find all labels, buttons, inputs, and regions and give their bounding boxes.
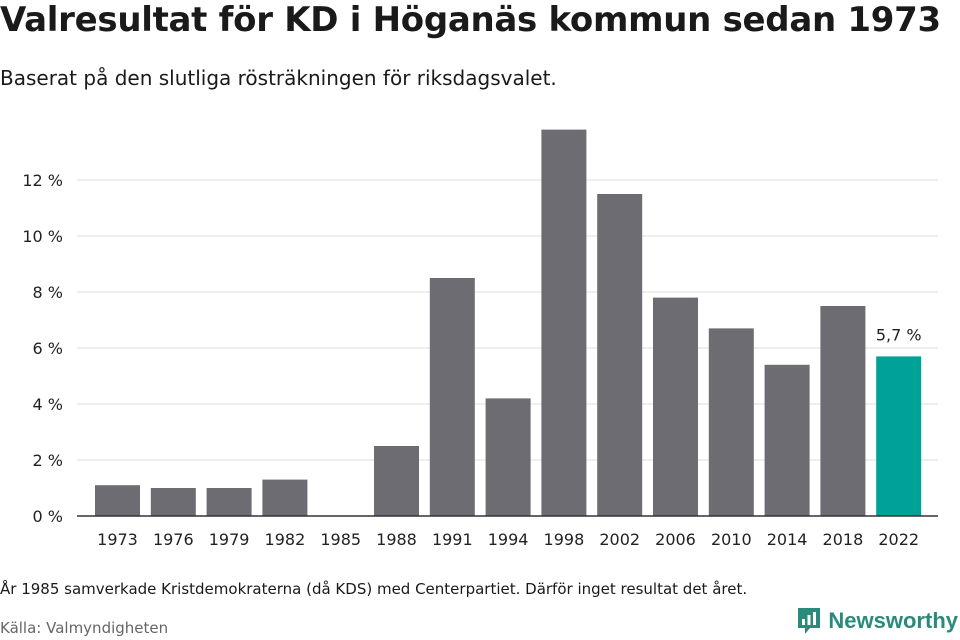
x-tick-label: 1991: [432, 530, 473, 549]
bar-1994: [485, 398, 531, 516]
y-tick-label: 2 %: [33, 451, 63, 470]
y-tick-label: 4 %: [33, 395, 63, 414]
brand-logo[interactable]: Newsworthy: [796, 606, 958, 636]
x-tick-label: 1985: [320, 530, 361, 549]
x-axis-ticks: 1973 1976 1979 1982 1985 1988 1991 1994 1998 2002…: [97, 530, 919, 549]
bars: [95, 129, 922, 516]
bar-1973: [95, 485, 140, 516]
x-tick-label: 2022: [878, 530, 919, 549]
bar-1988: [374, 446, 419, 516]
x-tick-label: 1976: [153, 530, 194, 549]
footnote: År 1985 samverkade Kristdemokraterna (då…: [0, 580, 748, 598]
x-tick-label: 2014: [767, 530, 808, 549]
bar-1998: [541, 129, 587, 516]
x-tick-label: 2006: [655, 530, 696, 549]
bar-2022: [876, 356, 922, 516]
bar-chart: 0 % 2 % 4 % 6 % 8 % 10 % 12 % 1973 1976 1979 1982…: [22, 129, 938, 549]
data-label: 5,7 %: [876, 325, 922, 344]
y-axis-ticks: 0 % 2 % 4 % 6 % 8 % 10 % 12 %: [22, 171, 63, 526]
y-tick-label: 0 %: [33, 507, 63, 526]
bar-2010: [708, 328, 754, 516]
y-tick-label: 8 %: [33, 283, 63, 302]
y-tick-label: 12 %: [22, 171, 63, 190]
x-tick-label: 1994: [488, 530, 529, 549]
bar-1982: [262, 479, 308, 516]
y-tick-label: 10 %: [22, 227, 63, 246]
x-tick-label: 1979: [209, 530, 250, 549]
x-tick-label: 2010: [711, 530, 752, 549]
bar-2018: [820, 306, 866, 516]
x-tick-label: 2018: [823, 530, 864, 549]
data-labels: 5,7 %: [876, 325, 922, 344]
bar-1979: [206, 488, 252, 516]
bar-2002: [597, 194, 643, 516]
x-tick-label: 1998: [544, 530, 585, 549]
bar-1976: [150, 488, 196, 516]
x-tick-label: 1988: [376, 530, 417, 549]
newsworthy-logo-icon: [798, 608, 821, 634]
chart-subtitle: Baserat på den slutliga rösträkningen fö…: [0, 66, 557, 90]
chart-title: Valresultat för KD i Höganäs kommun seda…: [0, 0, 941, 40]
source-note: Källa: Valmyndigheten: [0, 619, 169, 637]
brand-name: Newsworthy: [828, 608, 958, 633]
x-tick-label: 1973: [97, 530, 138, 549]
bar-1991: [429, 278, 475, 516]
x-tick-label: 2002: [599, 530, 640, 549]
y-tick-label: 6 %: [33, 339, 63, 358]
x-tick-label: 1982: [265, 530, 306, 549]
bar-2006: [653, 297, 698, 516]
bar-2014: [764, 364, 810, 516]
